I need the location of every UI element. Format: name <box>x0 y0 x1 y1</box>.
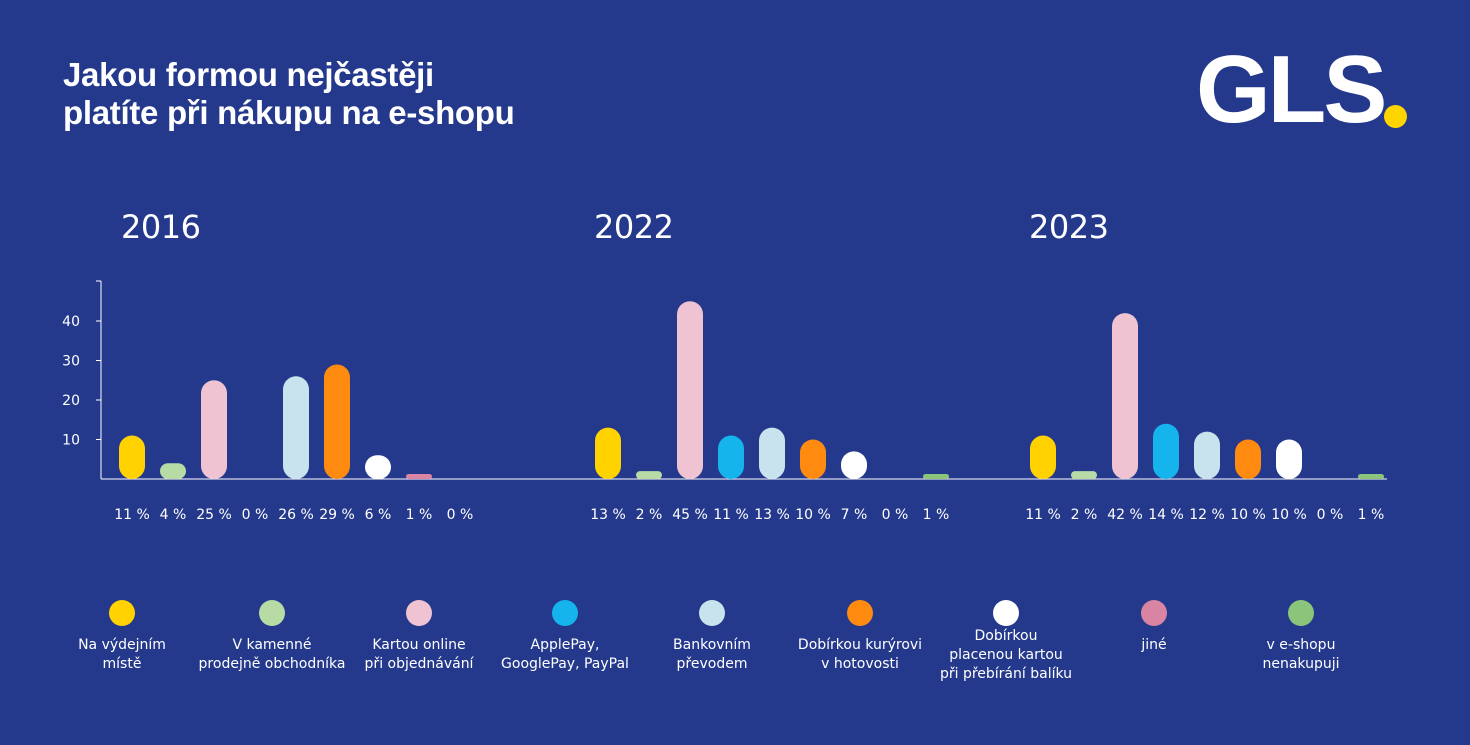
legend-item: Dobírkou kurýrovi v hotovosti <box>775 600 945 674</box>
bar-2023-3 <box>1153 423 1179 479</box>
bar-2023-5 <box>1235 439 1261 479</box>
year-label-2022: 2022 <box>594 208 674 246</box>
gls-logo: GLS <box>1196 36 1387 143</box>
legend-item: Kartou online při objednávání <box>334 600 504 674</box>
bar-2016-0 <box>119 435 145 479</box>
bar-2016-6 <box>365 455 391 479</box>
bar-value-label-2022-4: 13 % <box>754 507 790 523</box>
bar-2022-6 <box>841 451 867 479</box>
year-label-2016: 2016 <box>121 208 201 246</box>
year-label-2023: 2023 <box>1029 208 1109 246</box>
bar-value-label-2016-3: 0 % <box>242 507 269 523</box>
legend-label: jiné <box>1141 637 1167 653</box>
y-tick-label-10: 10 <box>62 433 80 449</box>
bar-value-label-2022-1: 2 % <box>636 507 663 523</box>
bar-2023-8 <box>1358 474 1384 479</box>
bar-2022-2 <box>677 301 703 479</box>
legend-label: Na výdejním místě <box>78 637 166 672</box>
bar-value-label-2023-7: 0 % <box>1317 507 1344 523</box>
legend-label: Bankovním převodem <box>673 637 751 672</box>
bar-2023-6 <box>1276 439 1302 479</box>
bar-2022-3 <box>718 435 744 479</box>
bar-value-label-2022-3: 11 % <box>713 507 749 523</box>
bar-value-label-2023-2: 42 % <box>1107 507 1143 523</box>
legend-swatch <box>1141 600 1167 626</box>
bar-value-label-2023-1: 2 % <box>1071 507 1098 523</box>
bar-value-label-2016-5: 29 % <box>319 507 355 523</box>
bar-value-label-2016-4: 26 % <box>278 507 314 523</box>
legend-label: Dobírkou placenou kartou při přebírání b… <box>939 628 1073 682</box>
chart-title-line-2: platíte při nákupu na e-shopu <box>63 94 515 131</box>
bar-value-label-2022-6: 7 % <box>841 507 868 523</box>
legend-swatch <box>406 600 432 626</box>
bar-value-label-2016-2: 25 % <box>196 507 232 523</box>
y-tick-label-20: 20 <box>62 393 80 409</box>
bar-value-label-2022-8: 1 % <box>923 507 950 523</box>
bar-value-label-2016-6: 6 % <box>365 507 392 523</box>
legend-item: Bankovním převodem <box>627 600 797 674</box>
legend-swatch <box>847 600 873 626</box>
bar-2023-4 <box>1194 431 1220 479</box>
legend-item: jiné <box>1069 600 1239 655</box>
gls-logo-dot <box>1384 105 1407 128</box>
bar-2016-7 <box>406 474 432 479</box>
bar-value-label-2016-7: 1 % <box>406 507 433 523</box>
chart-title: Jakou formou nejčastěji platíte při náku… <box>63 56 515 132</box>
bar-2022-0 <box>595 427 621 479</box>
bar-value-label-2023-6: 10 % <box>1271 507 1307 523</box>
bar-2023-1 <box>1071 471 1097 479</box>
bar-2016-5 <box>324 364 350 479</box>
bar-value-label-2022-5: 10 % <box>795 507 831 523</box>
legend-swatch <box>993 600 1019 626</box>
chart-title-line-1: Jakou formou nejčastěji <box>63 56 434 93</box>
bar-value-label-2022-2: 45 % <box>672 507 708 523</box>
y-tick-label-40: 40 <box>62 314 80 330</box>
legend-item: Na výdejním místě <box>37 600 207 674</box>
bar-value-label-2023-5: 10 % <box>1230 507 1266 523</box>
bar-2022-5 <box>800 439 826 479</box>
bar-2023-0 <box>1030 435 1056 479</box>
legend-label: Dobírkou kurýrovi v hotovosti <box>797 637 923 672</box>
legend-item: Dobírkou placenou kartou při přebírání b… <box>921 600 1091 684</box>
bar-value-label-2023-8: 1 % <box>1358 507 1385 523</box>
legend-swatch <box>699 600 725 626</box>
legend-label: v e-shopu nenakupuji <box>1262 637 1340 672</box>
legend-label: Kartou online při objednávání <box>364 637 474 672</box>
bar-value-label-2023-0: 11 % <box>1025 507 1061 523</box>
legend-item: ApplePay, GooglePay, PayPal <box>480 600 650 674</box>
bar-2016-4 <box>283 376 309 479</box>
bar-value-label-2023-4: 12 % <box>1189 507 1225 523</box>
bar-2023-2 <box>1112 313 1138 479</box>
bar-value-label-2023-3: 14 % <box>1148 507 1184 523</box>
bar-value-label-2022-0: 13 % <box>590 507 626 523</box>
y-tick-label-30: 30 <box>62 354 80 370</box>
bar-value-label-2016-1: 4 % <box>160 507 187 523</box>
legend-label: ApplePay, GooglePay, PayPal <box>501 637 629 672</box>
bar-2022-4 <box>759 427 785 479</box>
bar-value-label-2016-8: 0 % <box>447 507 474 523</box>
bar-2022-1 <box>636 471 662 479</box>
legend-swatch <box>259 600 285 626</box>
legend-swatch <box>552 600 578 626</box>
bar-2016-1 <box>160 463 186 479</box>
bar-2016-2 <box>201 380 227 479</box>
bar-value-label-2022-7: 0 % <box>882 507 909 523</box>
bar-value-label-2016-0: 11 % <box>114 507 150 523</box>
bar-2022-8 <box>923 474 949 479</box>
legend-swatch <box>109 600 135 626</box>
legend-swatch <box>1288 600 1314 626</box>
legend-item: V kamenné prodejně obchodníka <box>187 600 357 674</box>
legend-label: V kamenné prodejně obchodníka <box>198 637 346 672</box>
legend-item: v e-shopu nenakupuji <box>1216 600 1386 674</box>
